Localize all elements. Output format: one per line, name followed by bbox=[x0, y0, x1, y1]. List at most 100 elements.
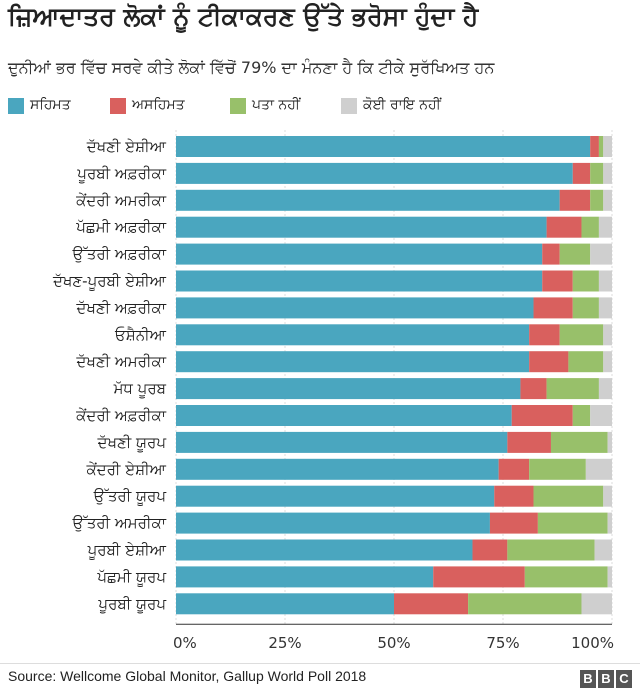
y-category-label: ਕੇਂਦਰੀ ਅਫ਼ਰੀਕਾ bbox=[75, 407, 167, 425]
bar-segment-no_opinion bbox=[598, 270, 612, 292]
bar-segment-dont_know bbox=[507, 539, 595, 561]
bbc-logo-letter: C bbox=[616, 670, 632, 688]
bar-segment-disagree bbox=[498, 458, 530, 480]
bar-segment-no_opinion bbox=[607, 512, 612, 534]
y-category-label: ਉੱਤਰੀ ਯੂਰਪ bbox=[93, 487, 167, 505]
chart-title: ਜ਼ਿਆਦਾਤਰ ਲੋਕਾਂ ਨੂੰ ਟੀਕਾਕਰਣ ਉੱਤੇ ਭਰੋਸਾ ਹੁ… bbox=[8, 2, 479, 31]
bar-segment-dont_know bbox=[533, 485, 604, 507]
bar-segment-agree bbox=[176, 351, 530, 373]
y-category-label: ਦੱਖਣੀ ਏਸ਼ੀਆ bbox=[86, 138, 167, 156]
x-tick-label: 25% bbox=[268, 634, 301, 652]
y-category-label: ਪੱਛਮੀ ਯੂਰਪ bbox=[96, 568, 166, 586]
bar-segment-disagree bbox=[590, 136, 599, 157]
bar-segment-agree bbox=[176, 431, 508, 453]
y-category-label: ਪੂਰਬੀ ਯੂਰਪ bbox=[97, 595, 166, 613]
bar-segment-disagree bbox=[533, 297, 573, 319]
bar-segment-disagree bbox=[559, 189, 591, 211]
bar-segment-dont_know bbox=[546, 378, 599, 400]
y-category-label: ਦੱਖਣ-ਪੂਰਬੀ ਏਸ਼ੀਆ bbox=[52, 272, 167, 290]
bar-segment-no_opinion bbox=[607, 566, 612, 588]
bar-segment-no_opinion bbox=[603, 136, 612, 157]
bar-segment-agree bbox=[176, 512, 490, 534]
bar-segment-agree bbox=[176, 243, 543, 265]
bar-segment-disagree bbox=[542, 243, 560, 265]
bar-segment-dont_know bbox=[598, 136, 604, 157]
bar-segment-dont_know bbox=[572, 297, 599, 319]
y-category-label: ਮੱਧ ਪੂਰਬ bbox=[113, 380, 167, 398]
bar-segment-agree bbox=[176, 136, 591, 157]
x-tick-label: 50% bbox=[377, 634, 410, 652]
y-category-label: ਦੱਖਣੀ ਅਮਰੀਕਾ bbox=[75, 353, 166, 371]
bar-segment-dont_know bbox=[581, 216, 599, 238]
bar-segment-dont_know bbox=[572, 405, 591, 426]
bar-segment-disagree bbox=[394, 593, 469, 615]
bar-segment-no_opinion bbox=[603, 351, 612, 373]
bar-segment-agree bbox=[176, 566, 434, 588]
bar-segment-agree bbox=[176, 458, 499, 480]
bar-segment-dont_know bbox=[537, 512, 608, 534]
bar-segment-no_opinion bbox=[603, 324, 612, 346]
y-category-label: ਪੱਛਮੀ ਅਫ਼ਰੀਕਾ bbox=[75, 218, 166, 236]
bar-segment-dont_know bbox=[559, 243, 591, 265]
y-category-label: ਉੱਤਰੀ ਅਫ਼ਰੀਕਾ bbox=[72, 245, 167, 263]
bar-segment-agree bbox=[176, 324, 530, 346]
bar-segment-dont_know bbox=[559, 324, 604, 346]
bar-segment-disagree bbox=[520, 378, 547, 400]
bar-segment-no_opinion bbox=[598, 216, 612, 238]
bar-segment-agree bbox=[176, 270, 543, 292]
bar-segment-no_opinion bbox=[594, 539, 612, 561]
bar-segment-disagree bbox=[529, 324, 560, 346]
x-tick-label: 100% bbox=[571, 634, 614, 652]
bar-segment-no_opinion bbox=[585, 458, 612, 480]
bar-segment-disagree bbox=[546, 216, 582, 238]
bar-segment-agree bbox=[176, 405, 512, 426]
bar-segment-disagree bbox=[529, 351, 569, 373]
source-note: Source: Wellcome Global Monitor, Gallup … bbox=[8, 668, 367, 684]
bar-segment-agree bbox=[176, 189, 560, 211]
y-category-label: ਦੱਖਣੀ ਯੂਰਪ bbox=[97, 433, 167, 451]
chart-subtitle: ਦੁਨੀਆਂ ਭਰ ਵਿੱਚ ਸਰਵੇ ਕੀਤੇ ਲੋਕਾਂ ਵਿੱਚੋਂ 79… bbox=[8, 58, 495, 77]
y-category-label: ਪੂਰਬੀ ਅਫ਼ਰੀਕਾ bbox=[76, 164, 166, 182]
bar-segment-no_opinion bbox=[603, 485, 612, 507]
legend-label-disagree: ਅਸਹਿਮਤ bbox=[132, 97, 185, 113]
bar-segment-disagree bbox=[572, 162, 591, 184]
legend-swatch-no-opinion bbox=[341, 98, 357, 114]
y-category-label: ਉੱਤਰੀ ਅਮਰੀਕਾ bbox=[71, 514, 166, 532]
y-category-label: ਦੱਖਣੀ ਅਫ਼ਰੀਕਾ bbox=[75, 299, 166, 317]
bar-segment-agree bbox=[176, 162, 573, 184]
legend-swatch-dont-know bbox=[230, 98, 246, 114]
bar-segment-no_opinion bbox=[598, 378, 612, 400]
bar-segment-disagree bbox=[511, 405, 573, 426]
bar-segment-agree bbox=[176, 297, 534, 319]
bar-segment-dont_know bbox=[468, 593, 582, 615]
bar-segment-dont_know bbox=[550, 431, 608, 453]
bar-segment-no_opinion bbox=[581, 593, 612, 615]
y-category-label: ਕੇਂਦਰੀ ਏਸ਼ੀਆ bbox=[85, 460, 166, 478]
bar-segment-dont_know bbox=[529, 458, 586, 480]
legend-swatch-agree bbox=[8, 98, 24, 114]
bar-segment-no_opinion bbox=[607, 431, 612, 453]
bar-segment-agree bbox=[176, 216, 547, 238]
bbc-logo: B B C bbox=[580, 670, 632, 688]
bar-segment-dont_know bbox=[568, 351, 604, 373]
y-category-label: ਓਸ਼ੈਨੀਆ bbox=[114, 326, 167, 344]
bar-segment-no_opinion bbox=[590, 243, 612, 265]
bar-segment-dont_know bbox=[590, 162, 604, 184]
bbc-logo-letter: B bbox=[580, 670, 596, 688]
bar-segment-agree bbox=[176, 378, 521, 400]
legend-label-no-opinion: ਕੋਈ ਰਾਇ ਨਹੀਂ bbox=[363, 97, 441, 113]
bar-segment-no_opinion bbox=[603, 162, 612, 184]
bar-segment-no_opinion bbox=[590, 405, 612, 426]
legend-label-agree: ਸਹਿਮਤ bbox=[30, 97, 71, 113]
bar-segment-agree bbox=[176, 485, 495, 507]
x-tick-label: 0% bbox=[173, 634, 197, 652]
y-category-label: ਕੇਂਦਰੀ ਅਮਰੀਕਾ bbox=[75, 191, 167, 209]
bar-segment-dont_know bbox=[572, 270, 599, 292]
bar-segment-disagree bbox=[472, 539, 508, 561]
y-category-label: ਪੂਰਬੀ ਏਸ਼ੀਆ bbox=[87, 541, 167, 559]
bar-segment-disagree bbox=[433, 566, 525, 588]
bar-segment-dont_know bbox=[590, 189, 604, 211]
bar-segment-disagree bbox=[489, 512, 538, 534]
bar-segment-no_opinion bbox=[598, 297, 612, 319]
footer-divider bbox=[0, 663, 640, 664]
